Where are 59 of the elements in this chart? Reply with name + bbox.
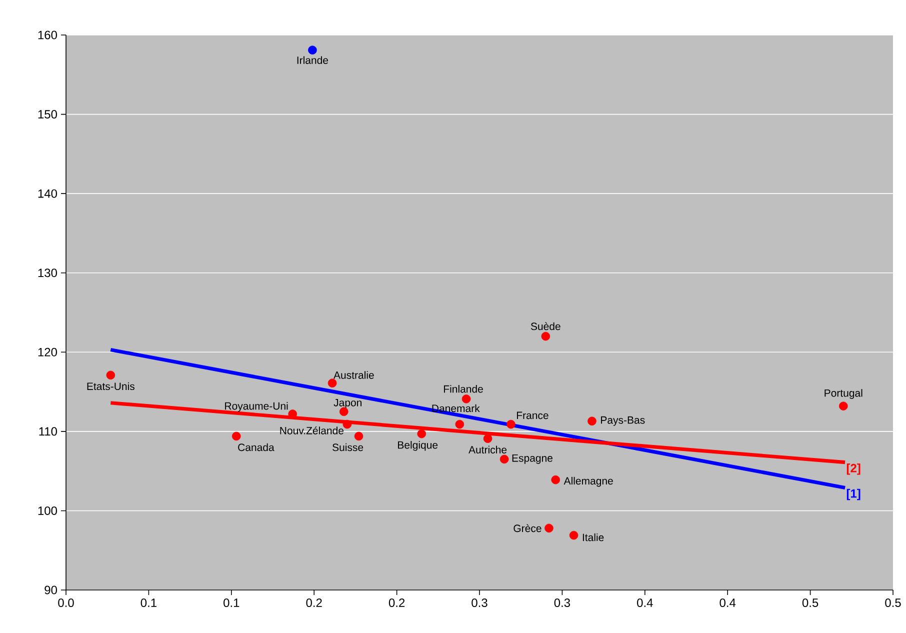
x-tick-label: 0.4 — [720, 598, 736, 608]
point — [232, 432, 241, 441]
point — [417, 429, 426, 438]
annotation: Italie — [582, 533, 604, 542]
point — [455, 420, 464, 429]
y-tick-label: 110 — [39, 427, 58, 436]
y-tick-label: 120 — [38, 348, 57, 356]
point — [328, 378, 337, 388]
point — [308, 46, 317, 54]
point — [551, 475, 560, 484]
annotation: Canada — [238, 443, 274, 452]
x-tick-label: 0.0 — [58, 598, 74, 608]
series-label: [2] — [846, 464, 860, 475]
y-tick-label: 90 — [44, 586, 57, 594]
series-label: [1] — [846, 488, 860, 500]
point — [483, 434, 492, 443]
annotation: Pays-Bas — [601, 416, 645, 426]
y-tick-label: 160 — [38, 30, 57, 40]
annotation: Grèce — [514, 524, 542, 532]
y-tick-label: 100 — [38, 506, 57, 515]
x-tick-label: 0.1 — [140, 598, 156, 608]
annotation: Suisse — [332, 443, 364, 452]
annotation: Royaume-Uni — [225, 402, 288, 412]
point — [541, 332, 550, 341]
point — [838, 402, 848, 410]
x-tick-label: 0.2 — [388, 598, 405, 608]
point — [588, 416, 596, 426]
annotation: Etats-Unis — [87, 382, 134, 390]
x-tick-label: 0.5 — [802, 598, 818, 608]
point — [569, 530, 578, 540]
annotation: Irlande — [297, 56, 328, 64]
annotation: Autriche — [468, 446, 507, 454]
annotation: Danemark — [432, 404, 480, 412]
point — [342, 420, 352, 429]
x-tick-label: 0.4 — [637, 598, 653, 608]
point — [500, 454, 509, 464]
y-tick-label: 130 — [38, 268, 57, 278]
x-tick-label: 0.3 — [472, 598, 488, 608]
y-tick-label: 150 — [38, 110, 57, 119]
x-tick-label: 0.2 — [306, 598, 322, 608]
annotation: Australie — [334, 371, 374, 379]
annotation: Espagne — [512, 454, 552, 464]
annotation: Finlande — [444, 385, 483, 393]
annotation: Japon — [334, 399, 362, 408]
point — [354, 432, 364, 441]
annotation: Suède — [530, 322, 560, 330]
point — [506, 420, 516, 429]
annotation: Portugal — [824, 389, 862, 399]
annotation: Belgique — [398, 441, 438, 451]
point — [544, 524, 554, 533]
annotation: Nouv.Zélande — [280, 426, 344, 434]
annotation: Allemagne — [564, 476, 613, 487]
annotation: France — [516, 412, 548, 420]
x-tick-label: 0.1 — [224, 598, 240, 608]
point — [462, 394, 471, 404]
point — [106, 370, 116, 380]
x-tick-label: 0.5 — [885, 598, 901, 608]
x-tick-label: 0.3 — [554, 598, 570, 608]
y-tick-label: 140 — [38, 189, 57, 198]
